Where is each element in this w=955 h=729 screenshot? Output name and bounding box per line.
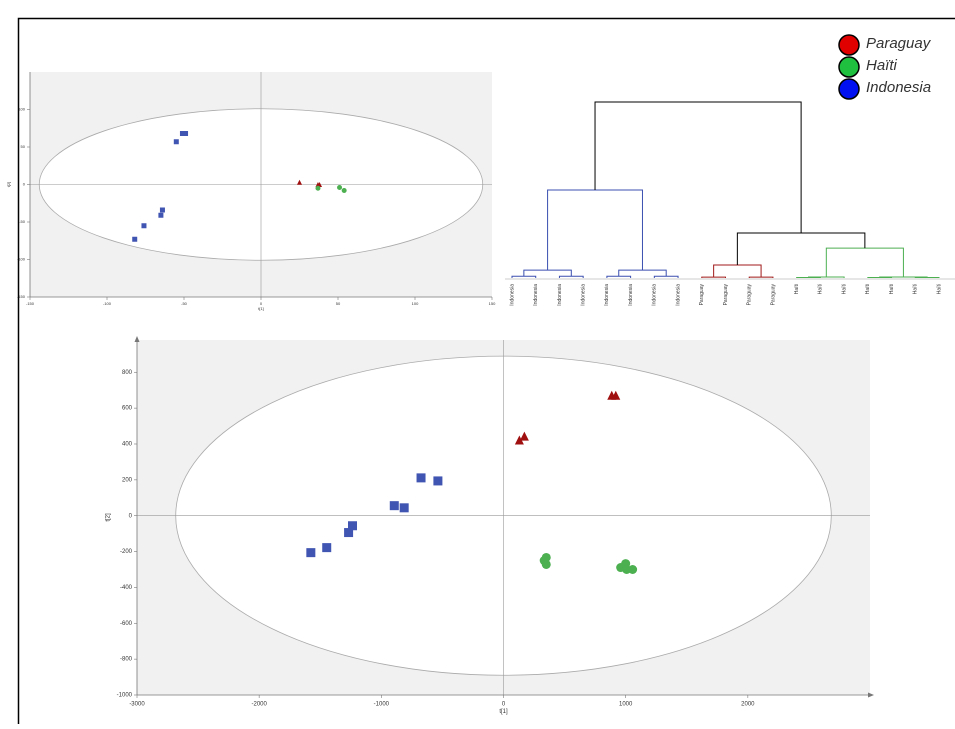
y-tick-label: -150 (17, 294, 26, 299)
y-tick-label: 0 (129, 513, 133, 519)
square-marker (322, 543, 331, 552)
x-tick-label: -150 (26, 301, 35, 306)
y-tick-label: 50 (21, 144, 26, 149)
leaf-label: Haïti (794, 284, 800, 294)
square-marker (348, 521, 357, 530)
leaf-label: Haïti (818, 284, 824, 294)
leaf-label: Indonesia (628, 284, 634, 306)
y-tick-label: 0 (23, 182, 26, 187)
x-tick-label: -50 (181, 301, 188, 306)
square-marker (180, 131, 185, 136)
x-axis-label: t[1] (499, 709, 508, 715)
dendrogram-link (880, 277, 927, 278)
y-tick-label: 100 (18, 107, 25, 112)
legend-label: Indonesia (866, 79, 931, 96)
leaf-label: Haïti (865, 284, 871, 294)
x-tick-label: 100 (412, 301, 419, 306)
leaf-label: Paraguay (723, 284, 729, 306)
square-marker (158, 213, 163, 218)
dendrogram-link (559, 276, 583, 278)
square-marker (417, 473, 426, 482)
square-marker (400, 503, 409, 512)
y-tick-label: -100 (17, 257, 26, 262)
y-tick-label: -1000 (117, 693, 133, 699)
y-tick-label: -200 (120, 549, 133, 555)
legend-swatch (839, 57, 859, 77)
dendrogram-link (714, 265, 761, 277)
circle-marker (315, 186, 320, 191)
y-tick-label: 400 (122, 442, 133, 448)
axis-arrow (135, 336, 140, 342)
x-axis-label: t[1] (258, 306, 264, 311)
circle-marker (337, 185, 342, 190)
leaf-label: Indonesia (533, 284, 539, 306)
dendrogram-link (524, 270, 571, 276)
x-tick-label: 1000 (619, 702, 633, 708)
leaf-label: Paraguay (770, 284, 776, 306)
x-tick-label: -2000 (251, 702, 267, 708)
circle-marker (542, 560, 551, 569)
leaf-label: Haïti (841, 284, 847, 294)
leaf-label: Indonesia (675, 284, 681, 306)
x-tick-label: -1000 (374, 702, 390, 708)
dendrogram-link (607, 276, 631, 278)
axis-arrow (868, 693, 874, 698)
y-axis-label: t[2] (106, 513, 112, 522)
y-tick-label: -800 (120, 657, 133, 663)
square-marker (390, 501, 399, 510)
x-tick-label: -3000 (129, 702, 145, 708)
y-tick-label: 200 (122, 477, 133, 483)
leaf-label: Indonesia (652, 284, 658, 306)
legend-swatch (839, 35, 859, 55)
dendrogram-link (595, 102, 801, 233)
y-tick-label: -400 (120, 585, 133, 591)
x-tick-label: -100 (103, 301, 112, 306)
leaf-label: Paraguay (699, 284, 705, 306)
circle-marker (628, 565, 637, 574)
leaf-label: Haïti (889, 284, 895, 294)
square-marker (132, 237, 137, 242)
leaf-label: Indonesia (580, 284, 586, 306)
legend-label: Paraguay (866, 35, 932, 52)
y-tick-label: 800 (122, 370, 133, 376)
y-tick-label: -50 (19, 219, 26, 224)
dendrogram-link (749, 277, 773, 278)
dendrogram-link (654, 276, 678, 278)
leaf-label: Indonesia (557, 284, 563, 306)
x-tick-label: 50 (336, 301, 341, 306)
dendrogram-link (797, 277, 821, 278)
leaf-label: Haïti (913, 284, 919, 294)
leaf-label: Indonesia (509, 284, 515, 306)
x-tick-label: 150 (489, 301, 496, 306)
leaf-label: Haïti (936, 284, 942, 294)
legend-swatch (839, 79, 859, 99)
y-tick-label: -600 (120, 621, 133, 627)
dendrogram-link (619, 270, 666, 276)
leaf-label: Paraguay (747, 284, 753, 306)
square-marker (141, 223, 146, 228)
dendrogram-link (826, 248, 903, 277)
square-marker (160, 208, 165, 213)
square-marker (174, 139, 179, 144)
dendrogram-link (512, 276, 536, 278)
dendrogram-link (548, 190, 643, 270)
circle-marker (342, 188, 347, 193)
leaf-label: Indonesia (604, 284, 610, 306)
x-tick-label: 0 (502, 702, 506, 708)
dendrogram-link (915, 277, 939, 278)
x-tick-label: 2000 (741, 702, 755, 708)
dendrogram-link (737, 233, 865, 265)
dendrogram-link (702, 277, 726, 278)
y-tick-label: 600 (122, 406, 133, 412)
dendrogram-link (868, 277, 892, 278)
legend-label: Haïti (866, 57, 898, 74)
square-marker (306, 548, 315, 557)
y-axis-label: t[2] (6, 182, 11, 188)
square-marker (433, 476, 442, 485)
